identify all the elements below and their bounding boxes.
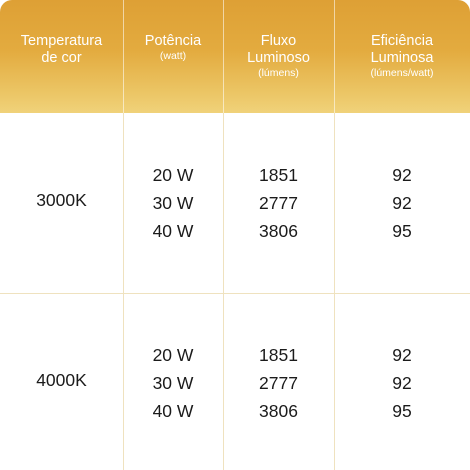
column-divider: [334, 113, 335, 470]
flux-value: 3806: [259, 401, 298, 421]
cell-power: 20 W 30 W 40 W: [123, 341, 223, 425]
cell-flux: 1851 2777 3806: [223, 161, 334, 245]
cell-flux: 1851 2777 3806: [223, 341, 334, 425]
header-power: Potência (watt): [123, 0, 223, 113]
flux-value: 2777: [259, 373, 298, 393]
flux-value: 2777: [259, 193, 298, 213]
efficiency-value: 92: [392, 193, 412, 213]
header-luminous-flux: Fluxo Luminoso (lúmens): [223, 0, 334, 113]
cell-efficiency: 92 92 95: [334, 161, 470, 245]
header-luminous-efficiency: Eficiência Luminosa (lúmens/watt): [334, 0, 470, 113]
cell-temperature: 4000K: [36, 370, 87, 390]
cell-efficiency: 92 92 95: [334, 341, 470, 425]
power-value: 40 W: [152, 221, 194, 241]
header-unit: (watt): [159, 50, 187, 62]
flux-value: 1851: [259, 345, 298, 365]
efficiency-value: 95: [392, 401, 412, 421]
header-unit: (lúmens): [258, 67, 299, 79]
flux-value: 3806: [259, 221, 298, 241]
power-value: 20 W: [152, 345, 194, 365]
efficiency-value: 92: [392, 165, 412, 185]
header-label: Fluxo Luminoso: [247, 33, 310, 66]
cell-temperature: 3000K: [36, 190, 87, 210]
efficiency-value: 92: [392, 373, 412, 393]
header-label: Eficiência Luminosa: [370, 33, 434, 66]
column-divider: [223, 113, 224, 470]
column-divider: [123, 113, 124, 470]
table-header: Temperatura de cor Potência (watt) Fluxo…: [0, 0, 470, 113]
flux-value: 1851: [259, 165, 298, 185]
header-unit: (lúmens/watt): [370, 67, 434, 79]
column-divider: [334, 0, 335, 113]
power-value: 30 W: [152, 373, 194, 393]
header-label: Temperatura de cor: [20, 33, 103, 66]
header-color-temperature: Temperatura de cor: [0, 0, 123, 113]
column-divider: [223, 0, 224, 113]
power-value: 20 W: [152, 165, 194, 185]
cell-power: 20 W 30 W 40 W: [123, 161, 223, 245]
power-value: 30 W: [152, 193, 194, 213]
row-divider: [0, 293, 470, 294]
efficiency-value: 95: [392, 221, 412, 241]
efficiency-value: 92: [392, 345, 412, 365]
header-label: Potência: [144, 33, 202, 49]
column-divider: [123, 0, 124, 113]
power-value: 40 W: [152, 401, 194, 421]
